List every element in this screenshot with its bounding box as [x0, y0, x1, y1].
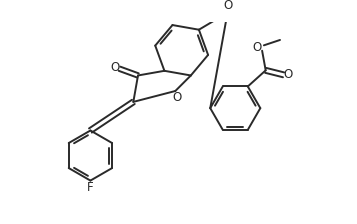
Text: O: O — [172, 91, 182, 104]
Text: O: O — [283, 68, 293, 81]
Text: O: O — [252, 41, 261, 54]
Text: O: O — [110, 61, 120, 74]
Text: F: F — [87, 181, 94, 194]
Text: O: O — [223, 0, 232, 12]
